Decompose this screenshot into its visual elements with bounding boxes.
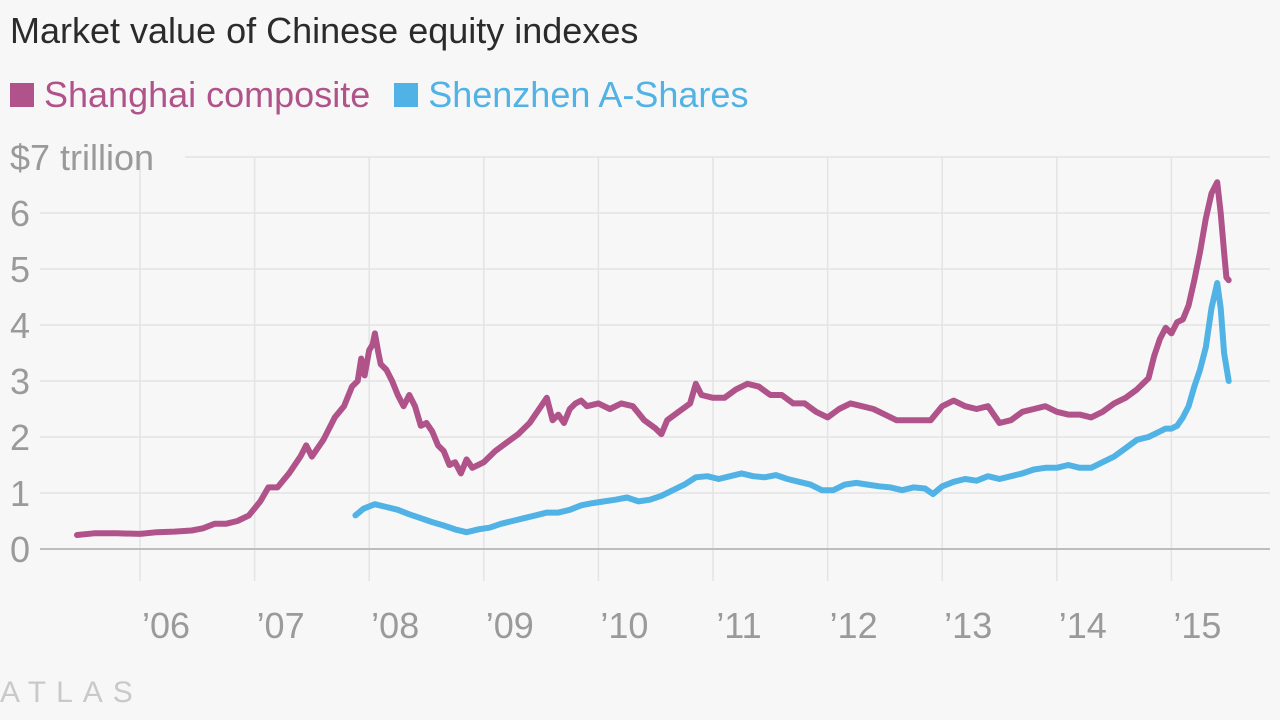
x-tick-label: ’06	[142, 605, 190, 646]
series-lines	[74, 179, 1232, 538]
series-line-shenzhen	[352, 280, 1232, 536]
y-tick-label: 3	[10, 361, 30, 402]
y-tick-label: 0	[10, 529, 30, 570]
y-tick-label: 6	[10, 193, 30, 234]
chart-title: Market value of Chinese equity indexes	[10, 10, 639, 51]
x-tick-label: ’14	[1059, 605, 1107, 646]
legend-item-shanghai: Shanghai composite	[10, 74, 370, 116]
y-tick-label: 5	[10, 249, 30, 290]
y-tick-label: 1	[10, 473, 30, 514]
x-tick-label: ’09	[486, 605, 534, 646]
x-tick-label: ’10	[600, 605, 648, 646]
x-tick-label: ’07	[257, 605, 305, 646]
y-tick-label: 2	[10, 417, 30, 458]
x-tick-label: ’08	[371, 605, 419, 646]
legend-label-shenzhen: Shenzhen A-Shares	[428, 74, 749, 115]
y-axis-ticks: $7 trillion 6 5 4 3 2 1 0	[10, 137, 154, 570]
x-tick-label: ’11	[716, 605, 761, 646]
legend-swatch-shanghai	[10, 83, 34, 107]
x-tick-label: ’12	[830, 605, 878, 646]
x-tick-label: ’15	[1173, 605, 1221, 646]
x-tick-label: ’13	[944, 605, 992, 646]
x-axis-ticks: ’06 ’07 ’08 ’09 ’10 ’11 ’12 ’13 ’14 ’15	[142, 605, 1221, 646]
y-tick-label: 4	[10, 305, 30, 346]
legend-label-shanghai: Shanghai composite	[44, 74, 371, 115]
gridlines	[40, 156, 1270, 581]
y-tick-label: $7 trillion	[10, 137, 154, 178]
legend-item-shenzhen: Shenzhen A-Shares	[394, 74, 748, 116]
legend: Shanghai composite Shenzhen A-Shares	[10, 74, 748, 116]
legend-swatch-shenzhen	[394, 83, 419, 107]
atlas-watermark: ATLAS	[0, 676, 143, 709]
series-line-shanghai	[74, 179, 1232, 538]
